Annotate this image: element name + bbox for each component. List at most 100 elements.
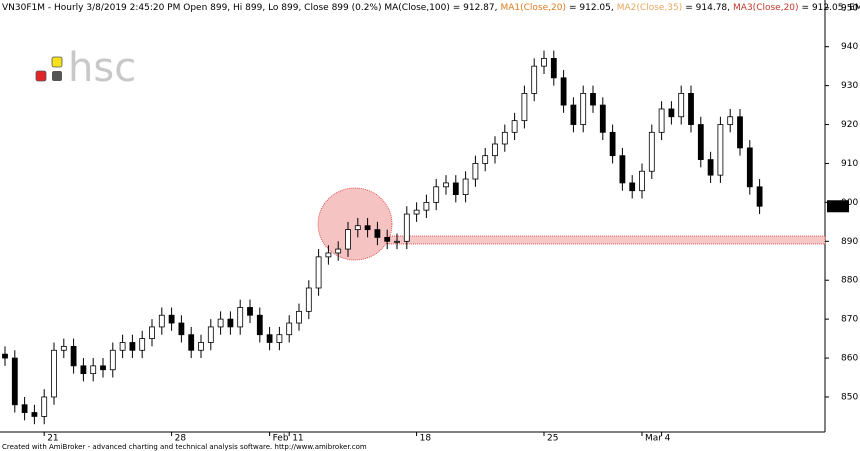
header-part: MA1(Close,20) bbox=[500, 3, 566, 13]
candle-body bbox=[198, 342, 204, 351]
candle-body bbox=[756, 186, 763, 207]
y-tick-label: 890 bbox=[841, 237, 858, 247]
logo-text: hsc bbox=[68, 45, 136, 91]
candle-body bbox=[492, 143, 498, 157]
footer: Created with AmiBroker - advanced charti… bbox=[2, 443, 367, 451]
candle-body bbox=[541, 57, 547, 67]
candle-body bbox=[443, 182, 449, 188]
candle-body bbox=[247, 307, 253, 316]
candle-body bbox=[580, 93, 587, 125]
candle-body bbox=[746, 147, 753, 188]
support-band bbox=[387, 235, 826, 245]
candle-body bbox=[423, 201, 430, 211]
candle-body bbox=[188, 334, 195, 351]
candle-body bbox=[345, 229, 351, 250]
y-tick-label: 950 bbox=[841, 3, 858, 13]
candle-body bbox=[276, 334, 283, 343]
candle-body bbox=[697, 124, 704, 160]
candle-body bbox=[178, 322, 185, 336]
candle-body bbox=[335, 248, 342, 254]
candle-body bbox=[462, 178, 469, 195]
candle-body bbox=[403, 213, 410, 242]
x-tick-label: 18 bbox=[420, 434, 432, 444]
candle-body bbox=[482, 155, 489, 164]
y-tick-label: 940 bbox=[841, 42, 858, 52]
candle-body bbox=[266, 334, 273, 343]
candle-body bbox=[688, 93, 694, 125]
plot: 850 860 870 880 890 900 910 920 930 940 950 21 28 Feb… bbox=[2, 3, 858, 444]
candle-body bbox=[60, 345, 67, 351]
candle-body bbox=[678, 93, 685, 118]
header-text: VN30F1M - Hourly 3/8/2019 2:45:20 PM Ope… bbox=[2, 3, 860, 13]
candle-body bbox=[315, 256, 322, 289]
candle-body bbox=[619, 155, 626, 184]
logo-square bbox=[52, 71, 62, 81]
candle-body bbox=[90, 365, 97, 375]
candle-body bbox=[41, 396, 48, 417]
candle-body bbox=[139, 338, 146, 351]
candle-body bbox=[550, 57, 557, 79]
x-tick-label: 21 bbox=[47, 434, 58, 444]
candle-body bbox=[31, 412, 38, 417]
x-tick-label: Feb bbox=[273, 434, 289, 444]
candle-body bbox=[11, 357, 18, 406]
header-part: MA3(Close,20) bbox=[733, 3, 799, 13]
candle-body bbox=[707, 159, 714, 176]
y-tick-label: 880 bbox=[841, 276, 858, 286]
x-tick-label: 11 bbox=[292, 434, 303, 444]
candle-body bbox=[413, 209, 420, 215]
x-tick-label: 25 bbox=[547, 434, 558, 444]
last-price-label: 899 bbox=[829, 202, 846, 212]
candle-body bbox=[109, 349, 116, 371]
candle-body bbox=[648, 131, 655, 172]
candle-body bbox=[286, 322, 293, 336]
candle-body bbox=[452, 182, 459, 195]
candle-body bbox=[384, 237, 391, 242]
candle-body bbox=[531, 65, 538, 94]
candle-body bbox=[609, 131, 616, 157]
candle-body bbox=[472, 163, 479, 180]
candle-body bbox=[629, 182, 636, 192]
highlight-ellipse bbox=[317, 187, 393, 261]
x-tick-label: Mar bbox=[645, 434, 662, 444]
y-tick-label: 860 bbox=[841, 354, 858, 364]
header-part: = 914.78, bbox=[685, 3, 730, 13]
candle-body bbox=[521, 93, 528, 122]
header-part: = 912.05, EMA(Close,100) = 908.55, bbox=[802, 3, 860, 13]
logo-square bbox=[35, 70, 47, 82]
candle-body bbox=[227, 318, 234, 328]
x-tick-label: 28 bbox=[175, 434, 187, 444]
candle-body bbox=[51, 349, 57, 398]
candle-body bbox=[217, 318, 224, 328]
logo-square bbox=[51, 56, 63, 68]
candle-body bbox=[668, 108, 675, 118]
candle-body bbox=[570, 104, 577, 125]
candle-body bbox=[158, 314, 165, 328]
y-tick-label: 850 bbox=[841, 392, 858, 402]
candle-body bbox=[501, 131, 508, 145]
candle-body bbox=[590, 93, 596, 106]
candle-body bbox=[129, 342, 136, 351]
last-price-box bbox=[827, 200, 849, 213]
candle-body bbox=[21, 404, 28, 413]
candle-body bbox=[560, 77, 567, 106]
candle-body bbox=[727, 116, 734, 125]
candle-body bbox=[511, 120, 518, 133]
y-tick-label: 930 bbox=[841, 81, 858, 91]
candle-body bbox=[296, 310, 302, 324]
candle-body bbox=[394, 240, 400, 243]
y-tick-label: 910 bbox=[841, 159, 858, 169]
candle-body bbox=[325, 252, 332, 258]
candle-body bbox=[737, 116, 743, 149]
candle-body bbox=[237, 307, 244, 328]
candle-body bbox=[168, 314, 175, 324]
candle-body bbox=[2, 353, 8, 359]
candle-body bbox=[717, 124, 724, 176]
candle-body bbox=[374, 229, 381, 238]
candle-body bbox=[149, 326, 155, 339]
candle-body bbox=[207, 326, 214, 343]
y-tick-label: 920 bbox=[841, 120, 858, 130]
candle-body bbox=[364, 225, 371, 231]
